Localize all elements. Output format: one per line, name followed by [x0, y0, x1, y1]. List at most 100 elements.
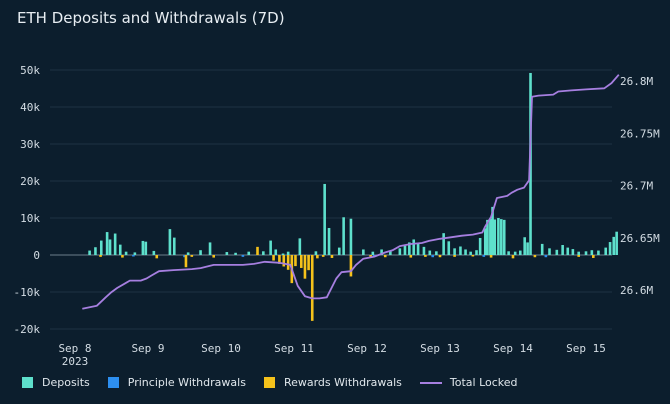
deposits-bar: [453, 248, 456, 255]
deposits-bar: [486, 219, 489, 255]
legend-swatch: [107, 377, 119, 388]
deposits-bar: [398, 248, 402, 255]
deposits-bar: [349, 218, 353, 255]
rewards-withdrawals-bar: [369, 255, 372, 258]
deposits-bar: [523, 237, 526, 255]
deposits-bar: [464, 249, 467, 255]
deposits-bar: [247, 251, 251, 255]
y-right-tick-label: 26.65M: [620, 232, 660, 245]
principle-withdrawals-bar: [482, 255, 486, 257]
y-left-tick-label: 10k: [20, 212, 40, 225]
deposits-bar: [323, 183, 326, 255]
legend-swatch: [263, 377, 275, 388]
deposits-bar: [118, 244, 122, 255]
deposits-bar: [478, 237, 482, 255]
deposits-bar: [416, 243, 420, 255]
deposits-bar: [608, 242, 612, 255]
deposits-bar: [389, 251, 392, 255]
rewards-withdrawals-bar: [286, 255, 290, 270]
principle-withdrawals-bar: [431, 255, 434, 258]
deposits-bar: [561, 245, 564, 255]
rewards-withdrawals-bar: [424, 255, 427, 257]
rewards-withdrawals-bar: [190, 255, 194, 257]
x-tick-label: Sep 11: [274, 342, 314, 355]
deposits-bar: [327, 227, 331, 255]
x-tick-label: 2023: [62, 355, 89, 368]
deposits-bar: [548, 248, 551, 255]
deposits-bar: [435, 251, 438, 255]
deposits-bar: [447, 241, 451, 255]
rewards-withdrawals-bar: [184, 255, 188, 268]
deposits-bar: [88, 250, 91, 255]
deposits-bar: [422, 246, 426, 255]
deposits-bar: [199, 250, 202, 255]
y-right-tick-label: 26.7M: [620, 180, 653, 193]
y-left-tick-label: 20k: [20, 175, 40, 188]
deposits-bar: [540, 243, 544, 255]
deposits-bar: [172, 237, 176, 255]
deposits-bar: [597, 250, 600, 255]
rewards-withdrawals-bar: [321, 255, 325, 257]
deposits-bar: [298, 238, 302, 255]
deposits-bar: [152, 250, 156, 255]
chart-title: ETH Deposits and Withdrawals (7D): [17, 9, 285, 27]
deposits-bar: [99, 240, 103, 255]
y-left-tick-label: 0: [33, 249, 40, 262]
rewards-withdrawals-bar: [592, 255, 595, 258]
legend-label: Rewards Withdrawals: [283, 376, 402, 389]
y-left-tick-label: 30k: [20, 138, 40, 151]
rewards-withdrawals-bar: [330, 255, 334, 258]
deposits-bar: [577, 251, 580, 255]
rewards-withdrawals-bar: [438, 255, 442, 258]
y-right-tick-label: 26.75M: [620, 127, 660, 140]
deposits-bar: [403, 245, 407, 255]
deposits-bar: [168, 229, 172, 255]
deposits-bar: [208, 242, 212, 255]
rewards-withdrawals-bar: [533, 255, 537, 258]
deposits-bar: [412, 239, 416, 255]
deposits-bar: [428, 250, 432, 255]
deposits-bar: [124, 251, 128, 255]
deposits-bar: [493, 219, 497, 255]
rewards-withdrawals-bar: [303, 255, 307, 279]
y-left-tick-label: -20k: [14, 323, 41, 336]
legend-label: Deposits: [42, 376, 90, 389]
deposits-bar: [475, 250, 478, 255]
rewards-withdrawals-bar: [409, 255, 413, 258]
legend-item[interactable]: Rewards Withdrawals: [263, 376, 402, 389]
y-left-tick-label: 50k: [20, 64, 40, 77]
deposits-bar: [262, 251, 265, 255]
legend-item[interactable]: Deposits: [22, 376, 90, 389]
deposits-bar: [442, 233, 445, 255]
legend-item[interactable]: Total Locked: [419, 376, 518, 389]
y-right-tick-label: 26.6M: [620, 284, 653, 297]
legend-swatch: [22, 377, 33, 388]
deposits-bar: [502, 219, 506, 255]
rewards-withdrawals-bar: [349, 255, 353, 277]
legend-item[interactable]: Principle Withdrawals: [107, 376, 246, 389]
deposits-bar: [225, 252, 229, 255]
principle-withdrawals-bar: [241, 255, 245, 257]
rewards-withdrawals-bar: [99, 255, 102, 257]
deposits-bar: [94, 247, 97, 255]
rewards-withdrawals-bar: [310, 255, 314, 321]
principle-withdrawals-bar: [132, 255, 135, 257]
principle-withdrawals-bar: [544, 255, 548, 258]
deposits-bar: [269, 240, 272, 255]
deposits-bar: [144, 241, 148, 255]
rewards-withdrawals-bar: [272, 255, 275, 261]
x-tick-label: Sep 15: [566, 342, 606, 355]
rewards-withdrawals-bar: [511, 255, 515, 259]
deposits-bar: [133, 252, 137, 255]
rewards-withdrawals-bar: [155, 255, 159, 259]
rewards-withdrawals-bar: [307, 255, 310, 271]
deposits-bar: [186, 252, 190, 255]
rewards-withdrawals-bar: [256, 246, 259, 255]
rewards-withdrawals-bar: [316, 255, 319, 259]
rewards-withdrawals-bar: [577, 255, 580, 257]
legend-label: Total Locked: [449, 376, 518, 389]
deposits-bar: [555, 249, 559, 255]
deposits-bar: [519, 250, 522, 255]
